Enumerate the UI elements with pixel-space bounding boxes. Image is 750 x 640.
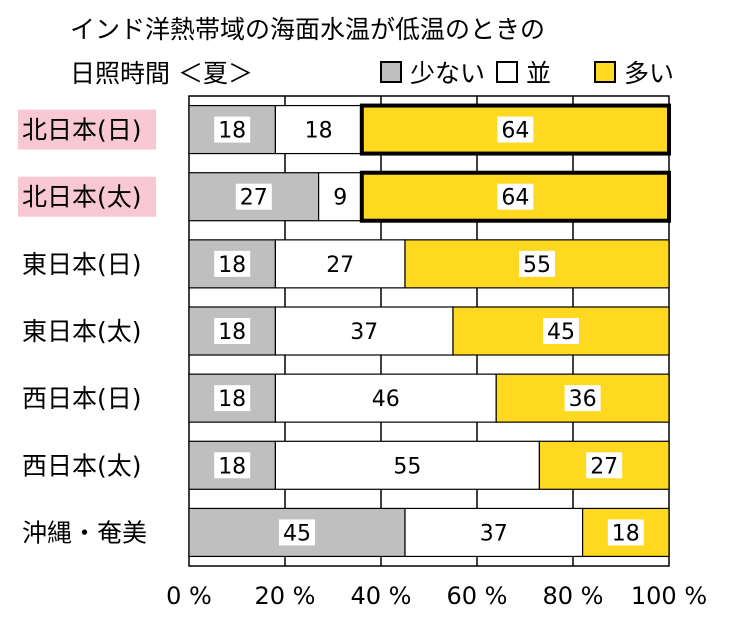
data-label: 27 xyxy=(590,454,618,479)
legend-swatch-normal xyxy=(496,61,518,83)
data-label: 37 xyxy=(480,521,508,546)
category-label: 沖縄・奄美 xyxy=(22,518,147,547)
data-label: 18 xyxy=(218,387,246,412)
emphasis-outline xyxy=(359,170,671,223)
data-label: 55 xyxy=(523,253,551,278)
data-label: 36 xyxy=(569,387,597,412)
data-label-bg xyxy=(367,385,404,412)
bar-segment xyxy=(274,440,540,490)
data-label: 18 xyxy=(218,253,246,278)
data-label-bg xyxy=(389,452,426,479)
data-label: 46 xyxy=(372,387,400,412)
data-label: 37 xyxy=(350,320,378,345)
data-label: 64 xyxy=(501,186,529,211)
bar-segment xyxy=(581,507,670,558)
bar-segment xyxy=(318,172,363,222)
data-label-bg xyxy=(322,250,359,277)
data-label-bg xyxy=(475,519,512,546)
data-label-bg xyxy=(214,116,251,143)
legend-label-many: 多い xyxy=(624,59,675,88)
category-label: 西日本(太) xyxy=(22,451,142,480)
data-label: 18 xyxy=(218,320,246,345)
data-label-bg xyxy=(235,183,272,210)
data-label-bg xyxy=(279,519,315,546)
x-tick-label: 80 % xyxy=(543,582,604,610)
legend-item-many: 多い xyxy=(594,54,674,90)
x-tick-label: 60 % xyxy=(447,582,508,610)
data-label-bg xyxy=(214,385,251,412)
legend-item-few: 少ない xyxy=(380,54,485,90)
chart-title-line-1: インド洋熱帯域の海面水温が低温のときの xyxy=(70,15,546,44)
data-label-bg xyxy=(497,116,534,143)
legend-label-few: 少ない xyxy=(410,59,486,88)
chart-title-line-2: 日照時間 ＜夏＞ xyxy=(70,59,253,88)
data-label: 27 xyxy=(326,253,354,278)
data-label: 27 xyxy=(240,186,268,211)
category-label: 北日本(日) xyxy=(22,116,142,145)
x-tick-label: 20 % xyxy=(255,582,316,610)
data-label-bg xyxy=(564,385,601,412)
data-label: 45 xyxy=(283,521,311,546)
data-label-bg xyxy=(329,183,352,210)
category-label-highlight xyxy=(18,176,156,217)
x-tick-label: 40 % xyxy=(351,582,412,610)
data-label-bg xyxy=(586,452,623,479)
data-label: 9 xyxy=(333,186,347,211)
data-label: 18 xyxy=(305,119,333,144)
data-label: 45 xyxy=(547,320,575,345)
data-label-bg xyxy=(214,250,251,277)
legend-swatch-few xyxy=(380,61,402,83)
data-label: 55 xyxy=(393,454,421,479)
data-label-bg xyxy=(346,318,383,344)
data-label-bg xyxy=(497,183,534,210)
category-label: 東日本(日) xyxy=(22,250,142,279)
category-label: 北日本(太) xyxy=(22,183,142,212)
x-tick-label: 100 % xyxy=(631,582,707,610)
category-label: 西日本(日) xyxy=(22,384,142,413)
data-label-bg xyxy=(214,318,251,344)
data-label: 18 xyxy=(218,454,246,479)
data-label: 18 xyxy=(218,119,246,144)
data-label: 18 xyxy=(612,521,640,546)
legend-swatch-many xyxy=(594,61,616,83)
category-label-highlight xyxy=(18,109,156,150)
data-label-bg xyxy=(543,318,579,344)
category-label: 東日本(太) xyxy=(22,317,142,346)
legend-item-normal: 並 xyxy=(496,54,551,90)
emphasis-outline xyxy=(359,103,671,156)
data-label-bg xyxy=(607,519,644,546)
x-tick-label: 0 % xyxy=(166,582,212,610)
data-label: 64 xyxy=(501,119,529,144)
data-label-bg xyxy=(214,452,251,479)
data-label-bg xyxy=(519,250,555,277)
legend-label-normal: 並 xyxy=(526,59,552,88)
data-label-bg xyxy=(300,116,337,143)
